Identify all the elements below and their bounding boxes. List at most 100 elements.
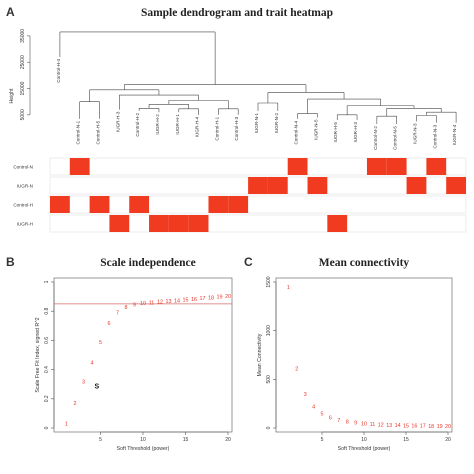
trait-cell [50, 196, 70, 213]
data-point-label: 12 [157, 300, 163, 306]
x-tick-label: 5 [321, 437, 324, 443]
trait-row-bg [49, 195, 467, 214]
dendro-leaf-label: IUGR-N-4 [452, 124, 457, 145]
data-point-label: 18 [428, 424, 434, 430]
dendro-leaf-label: Control-N-5 [393, 126, 398, 150]
dendro-y-tick-label: 5000 [20, 109, 26, 120]
dendro-leaf-label: IUGR-N-1 [254, 112, 259, 133]
dendrogram: 5000 15000 25000 35000 Height Control-H-4 Cont… [9, 29, 457, 150]
dendro-leaf-label: Control-H-1 [214, 116, 219, 140]
x-tick-label: 10 [361, 437, 367, 443]
data-point-label: 11 [370, 422, 376, 428]
data-point-label: 14 [174, 298, 180, 304]
dendro-y-tick-label: 35000 [20, 29, 26, 43]
trait-cell [188, 215, 209, 232]
dendro-leaf-label: Control-H-3 [234, 116, 239, 140]
data-point-label: 10 [140, 301, 146, 307]
trait-cell [327, 215, 348, 232]
trait-cell [426, 158, 447, 175]
trait-heatmap: Control-N IUGR-N Control-H IUGR-H [13, 157, 467, 233]
data-point-label: 15 [183, 298, 189, 304]
trait-cell [109, 215, 130, 232]
data-point-label: 2 [295, 367, 298, 373]
trait-cell [406, 177, 427, 194]
data-point-label: 18 [208, 295, 214, 301]
scale-independence-title: Scale independence [100, 257, 196, 269]
dendro-leaf-label: IUGR-N-3 [412, 123, 417, 144]
y-tick-label: 0.2 [44, 395, 50, 402]
y-tick-label: 0 [266, 426, 272, 429]
data-point-label: 19 [437, 424, 443, 430]
panel-a-letter: A [6, 5, 15, 19]
dendro-leaf-label: IUGR-H-3 [353, 122, 358, 143]
panel-b-letter: B [6, 255, 15, 269]
data-point-label: 8 [346, 420, 349, 426]
dendro-leaf-label: IUGR-H-4 [195, 116, 200, 137]
trait-cell [149, 215, 169, 232]
data-point-label: 4 [312, 405, 315, 411]
data-point-label: 20 [225, 294, 231, 300]
data-point-label: 4 [91, 360, 94, 366]
data-point-label: 7 [337, 418, 340, 424]
dendro-leaf-label: Control-H-4 [56, 59, 61, 83]
x-axis-label: Soft Threshold (power) [338, 446, 391, 452]
data-point-label: 12 [378, 423, 384, 429]
x-tick-label: 5 [99, 437, 102, 443]
y-tick-label: 0.6 [44, 337, 50, 344]
data-point-label: 5 [321, 411, 324, 417]
data-point-label: 16 [411, 423, 417, 429]
y-axis-label: Scale Free Fit Index, signed R^2 [35, 317, 41, 392]
trait-cell [267, 177, 288, 194]
data-point-label: 19 [217, 295, 223, 301]
dendro-leaf-label: IUGR-H-1 [175, 114, 180, 135]
x-tick-label: 15 [183, 437, 189, 443]
dendro-leaf-label: IUGR-N-5 [313, 119, 318, 140]
dendro-leaf-label: Control-H-2 [135, 112, 140, 136]
data-point-label: 13 [166, 299, 172, 305]
data-point-label: 10 [361, 422, 367, 428]
trait-cell [287, 158, 308, 175]
dendro-leaf-label: Control-H-5 [96, 120, 101, 144]
trait-cell [228, 196, 249, 213]
y-tick-label: 1 [44, 280, 50, 283]
data-point-label: 17 [200, 296, 206, 302]
x-tick-label: 20 [225, 437, 231, 443]
x-tick-label: 20 [445, 437, 451, 443]
dendro-leaf-label: Control-N-1 [76, 120, 81, 144]
data-point-label: 6 [108, 321, 111, 327]
data-point-label: 15 [403, 423, 409, 429]
trait-cell [366, 158, 387, 175]
dendro-leaf-label: IUGR-H-2 [155, 114, 160, 135]
y-axis-label: Mean Connectivity [257, 333, 263, 376]
s-annotation: S [95, 384, 100, 391]
y-tick-label: 1000 [266, 325, 272, 336]
data-point-label: 16 [191, 297, 197, 303]
data-point-label: 5 [99, 340, 102, 346]
trait-cell [89, 196, 110, 213]
trait-cell [248, 177, 268, 194]
dendro-y-tick-label: 25000 [20, 55, 26, 69]
trait-cell [208, 196, 229, 213]
x-tick-label: 10 [140, 437, 146, 443]
plot-frame [275, 277, 453, 433]
dendro-y-label: Height [9, 88, 15, 104]
trait-row-label: Control-H [13, 203, 33, 208]
y-tick-label: 0.4 [44, 366, 50, 373]
data-point-label: 9 [354, 421, 357, 427]
dendro-leaf-label: IUGR-H-3 [115, 111, 120, 132]
trait-cell [129, 196, 150, 213]
trait-row-bg [49, 157, 467, 176]
data-point-label: 9 [133, 303, 136, 309]
y-tick-label: 1500 [266, 276, 272, 287]
x-tick-label: 15 [403, 437, 409, 443]
panel-c-letter: C [244, 255, 253, 269]
y-tick-label: 0.8 [44, 308, 50, 315]
trait-cell [446, 177, 466, 194]
data-point-label: 11 [149, 300, 155, 306]
data-point-label: 3 [82, 379, 85, 385]
x-axis-label: Soft Threshold (power) [117, 446, 170, 452]
data-point-label: 1 [65, 422, 68, 428]
